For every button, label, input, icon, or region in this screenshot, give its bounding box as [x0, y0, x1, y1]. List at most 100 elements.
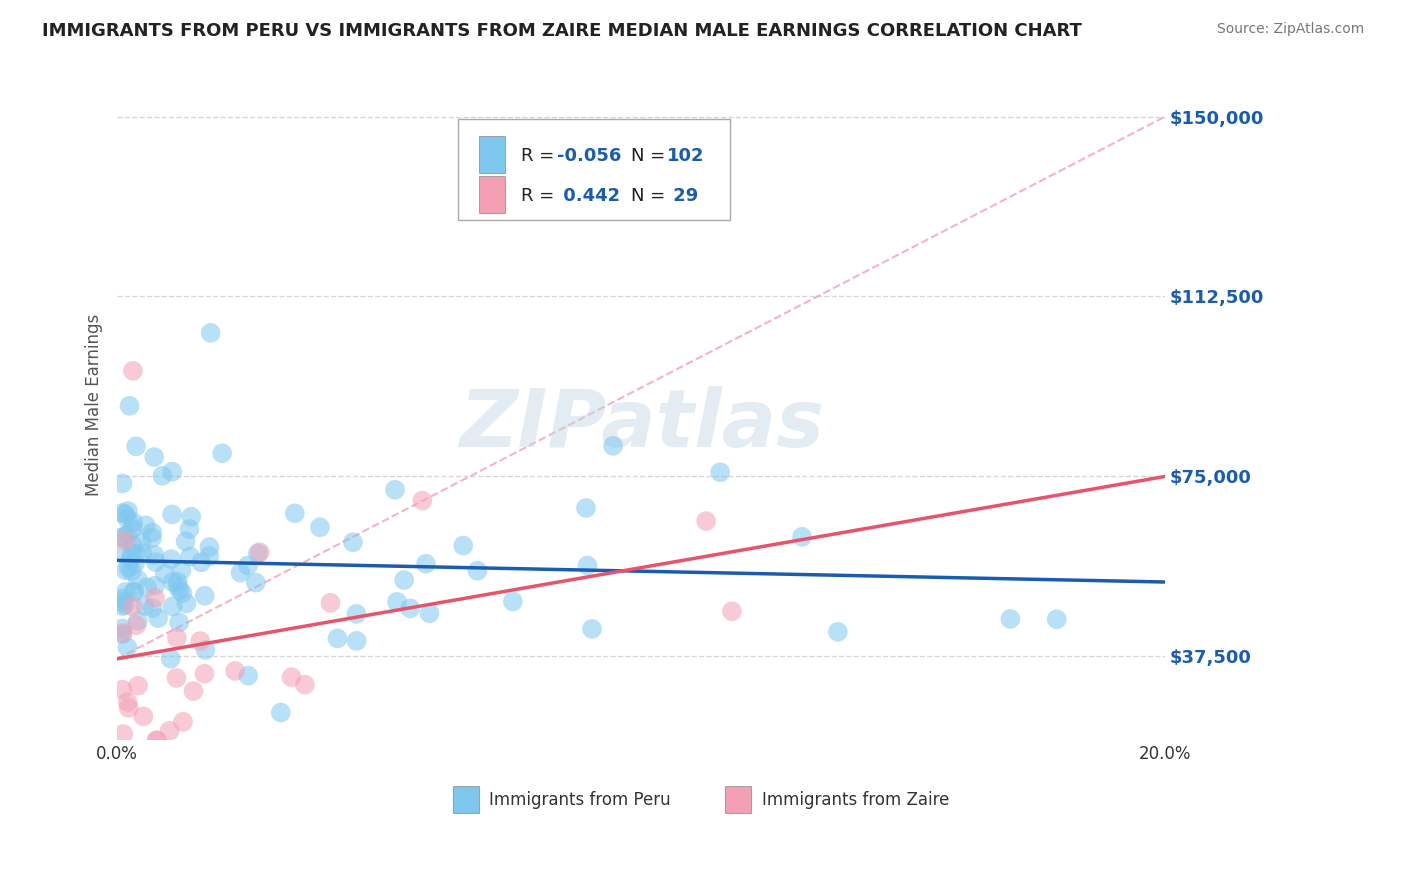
Point	[174, 534, 197, 549]
Point	[246, 546, 269, 560]
Point	[384, 483, 406, 497]
Point	[194, 589, 217, 603]
Point	[117, 526, 139, 541]
Point	[159, 723, 181, 738]
Text: 102: 102	[668, 147, 704, 165]
Point	[451, 539, 474, 553]
Point	[111, 546, 134, 560]
Point	[198, 549, 221, 563]
Point	[127, 614, 149, 628]
Point	[342, 535, 364, 549]
Point	[236, 558, 259, 573]
Point	[111, 595, 134, 609]
Point	[131, 546, 153, 560]
FancyBboxPatch shape	[453, 786, 479, 813]
Point	[280, 670, 302, 684]
Point	[160, 552, 183, 566]
Point	[153, 566, 176, 581]
Point	[114, 533, 136, 548]
Point	[122, 584, 145, 599]
Point	[790, 530, 813, 544]
Point	[160, 465, 183, 479]
Point	[238, 668, 260, 682]
Point	[170, 563, 193, 577]
Text: -0.056: -0.056	[557, 147, 621, 165]
Point	[134, 599, 156, 613]
Text: Source: ZipAtlas.com: Source: ZipAtlas.com	[1216, 22, 1364, 37]
Point	[117, 695, 139, 709]
Point	[136, 580, 159, 594]
Point	[114, 529, 136, 543]
Point	[344, 607, 367, 621]
Point	[270, 706, 292, 720]
Point	[111, 682, 134, 697]
Point	[229, 566, 252, 580]
Point	[117, 560, 139, 574]
Point	[111, 599, 134, 613]
Point	[721, 604, 744, 618]
Text: N =: N =	[631, 187, 671, 205]
Point	[114, 507, 136, 521]
Point	[249, 545, 271, 559]
Point	[180, 509, 202, 524]
Point	[418, 607, 440, 621]
Text: Immigrants from Zaire: Immigrants from Zaire	[762, 790, 949, 808]
Text: 0.442: 0.442	[557, 187, 620, 205]
Point	[827, 624, 849, 639]
Point	[467, 564, 489, 578]
Point	[193, 666, 215, 681]
Point	[111, 625, 134, 640]
Point	[145, 733, 167, 747]
Point	[141, 601, 163, 615]
Point	[120, 564, 142, 578]
Point	[111, 622, 134, 636]
Point	[121, 547, 143, 561]
Text: ZIPatlas: ZIPatlas	[458, 385, 824, 464]
Point	[245, 575, 267, 590]
Point	[114, 585, 136, 599]
Point	[117, 640, 139, 655]
Point	[166, 579, 188, 593]
Point	[111, 506, 134, 520]
Point	[385, 595, 408, 609]
Point	[114, 598, 136, 612]
Point	[146, 611, 169, 625]
Point	[179, 522, 201, 536]
FancyBboxPatch shape	[458, 119, 730, 219]
Point	[117, 512, 139, 526]
Point	[145, 555, 167, 569]
FancyBboxPatch shape	[725, 786, 751, 813]
Point	[224, 664, 246, 678]
FancyBboxPatch shape	[479, 136, 505, 173]
Point	[121, 599, 143, 614]
Point	[1046, 612, 1069, 626]
Point	[169, 583, 191, 598]
Point	[150, 468, 173, 483]
Point	[581, 622, 603, 636]
Text: Immigrants from Peru: Immigrants from Peru	[489, 790, 671, 808]
Point	[125, 439, 148, 453]
Text: IMMIGRANTS FROM PERU VS IMMIGRANTS FROM ZAIRE MEDIAN MALE EARNINGS CORRELATION C: IMMIGRANTS FROM PERU VS IMMIGRANTS FROM …	[42, 22, 1083, 40]
FancyBboxPatch shape	[479, 176, 505, 213]
Point	[411, 493, 433, 508]
Point	[172, 714, 194, 729]
Point	[179, 549, 201, 564]
Point	[159, 651, 181, 665]
Point	[166, 631, 188, 645]
Point	[112, 727, 135, 741]
Point	[118, 701, 141, 715]
Point	[121, 522, 143, 536]
Point	[111, 591, 134, 606]
Point	[111, 627, 134, 641]
Point	[392, 573, 415, 587]
Point	[117, 504, 139, 518]
Point	[211, 446, 233, 460]
Point	[120, 552, 142, 566]
Point	[176, 597, 198, 611]
Point	[399, 601, 422, 615]
Text: R =: R =	[520, 187, 560, 205]
Point	[326, 632, 349, 646]
Point	[695, 514, 717, 528]
Point	[198, 540, 221, 554]
Point	[122, 539, 145, 553]
